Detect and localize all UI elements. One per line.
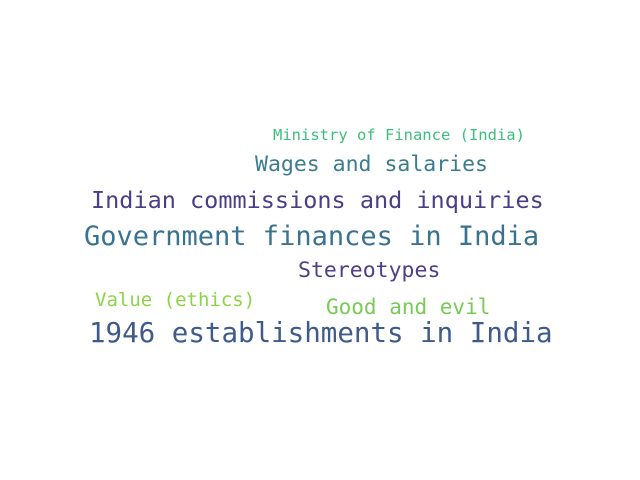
word-indian-commissions: Indian commissions and inquiries — [91, 186, 544, 214]
word-1946-establishments: 1946 establishments in India — [89, 317, 553, 349]
word-stereotypes: Stereotypes — [298, 258, 441, 283]
word-ministry-of-finance: Ministry of Finance (India) — [273, 126, 525, 144]
word-value-ethics: Value (ethics) — [95, 289, 256, 311]
word-wages-and-salaries: Wages and salaries — [255, 152, 488, 177]
word-good-and-evil: Good and evil — [326, 295, 491, 319]
word-government-finances: Government finances in India — [84, 221, 540, 252]
